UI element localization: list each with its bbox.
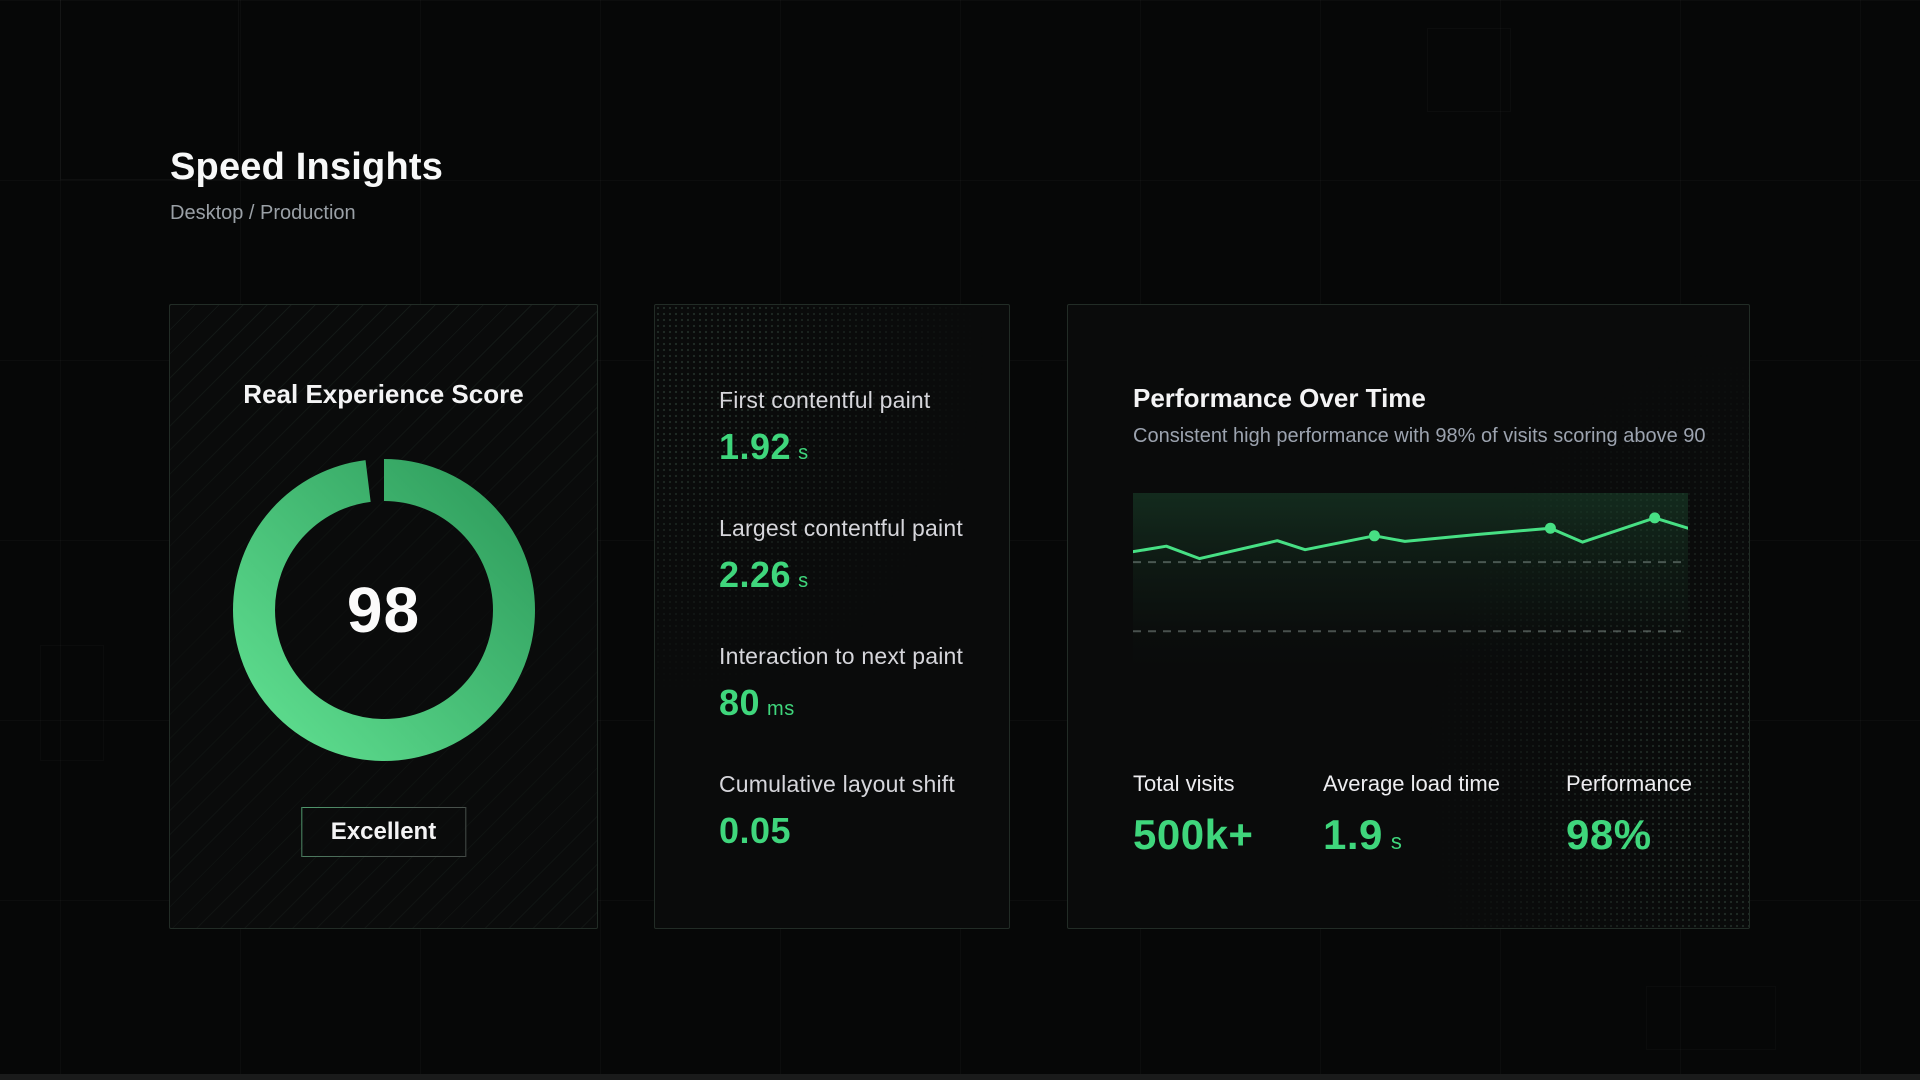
performance-line-chart <box>1133 493 1688 683</box>
stat-unit: s <box>1390 829 1403 854</box>
line-chart-svg <box>1133 512 1688 683</box>
metric-value: 2.26 s <box>719 554 963 596</box>
metric-largest-contentful-paint: Largest contentful paint 2.26 s <box>719 515 963 596</box>
page-subtitle: Desktop / Production <box>170 202 356 224</box>
metric-unit: s <box>798 442 809 464</box>
stat-performance: Performance 98% <box>1566 771 1692 859</box>
core-metrics-card: First contentful paint 1.92 s Largest con… <box>654 304 1010 929</box>
page-header: Speed Insights Desktop / Production <box>170 146 443 225</box>
stat-number: 500k+ <box>1133 811 1254 858</box>
metric-first-contentful-paint: First contentful paint 1.92 s <box>719 387 931 468</box>
stat-number: 1.9 <box>1323 811 1383 858</box>
stat-average-load-time: Average load time 1.9 s <box>1323 771 1566 859</box>
metric-number: 2.26 <box>719 554 792 595</box>
performance-card-subtitle: Consistent high performance with 98% of … <box>1133 425 1706 447</box>
background-accent-square <box>1646 986 1776 1050</box>
score-gauge-ring <box>232 459 535 761</box>
metric-unit: s <box>798 570 809 592</box>
score-value: 98 <box>346 574 421 646</box>
metric-label: Cumulative layout shift <box>719 771 955 797</box>
stat-value: 98% <box>1566 811 1692 859</box>
bottom-strip <box>0 1074 1920 1080</box>
stat-value: 1.9 s <box>1323 811 1566 859</box>
metric-label: First contentful paint <box>719 387 931 413</box>
metric-unit: ms <box>767 698 795 720</box>
stats-row: Total visits 500k+ Average load time 1.9… <box>1133 771 1692 859</box>
performance-card-title: Performance Over Time <box>1133 383 1426 413</box>
stat-label: Total visits <box>1133 771 1235 796</box>
metric-number: 1.92 <box>719 426 792 467</box>
background-accent-square <box>1427 28 1511 112</box>
metric-label: Largest contentful paint <box>719 515 963 541</box>
metric-cumulative-layout-shift: Cumulative layout shift 0.05 <box>719 771 955 852</box>
score-card-title: Real Experience Score <box>243 379 524 409</box>
metric-number: 80 <box>719 682 761 723</box>
background-accent-square <box>40 645 104 761</box>
performance-over-time-card: Performance Over Time Consistent high pe… <box>1067 304 1750 929</box>
metric-value: 80 ms <box>719 682 963 724</box>
metric-interaction-to-next-paint: Interaction to next paint 80 ms <box>719 643 963 724</box>
metric-number: 0.05 <box>719 810 792 851</box>
real-experience-score-card: Real Experience Score 98 Excellent <box>169 304 598 929</box>
score-status-badge: Excellent <box>300 807 467 857</box>
score-gauge: 98 <box>232 459 535 761</box>
metric-label: Interaction to next paint <box>719 643 964 669</box>
stat-label: Performance <box>1566 771 1692 796</box>
stat-label: Average load time <box>1323 771 1500 796</box>
metric-value: 0.05 <box>719 810 955 852</box>
stat-total-visits: Total visits 500k+ <box>1133 771 1323 859</box>
stat-number: 98% <box>1566 811 1652 858</box>
page-title: Speed Insights <box>170 146 444 188</box>
stat-value: 500k+ <box>1133 811 1323 859</box>
metric-value: 1.92 s <box>719 426 931 468</box>
